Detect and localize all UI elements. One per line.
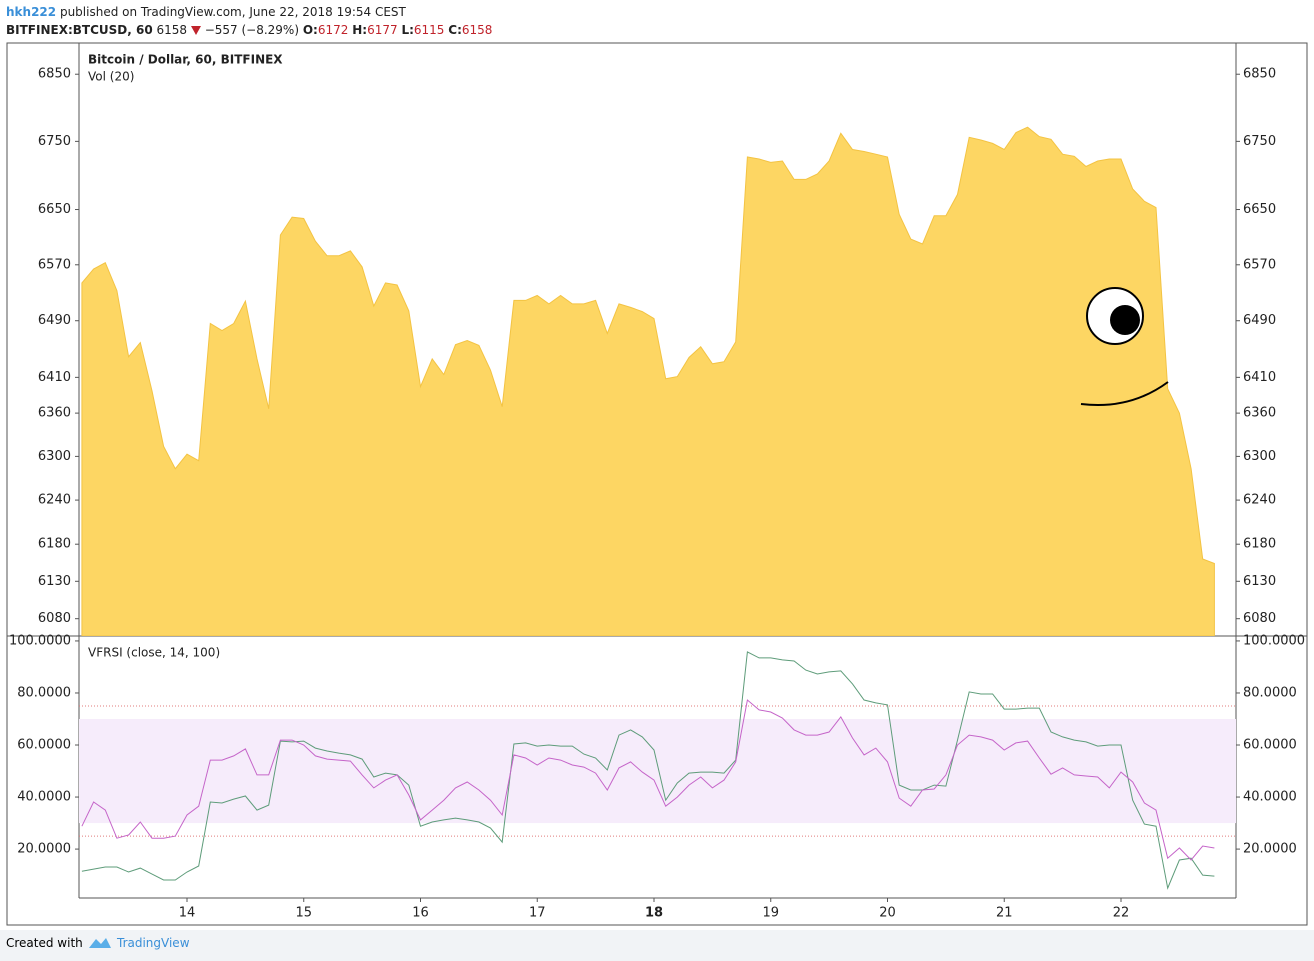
y-tick-label-right: 6410 [1243, 370, 1276, 385]
x-tick-label: 14 [179, 906, 196, 921]
chart: 6850 6850 6750 6750 6650 6650 6570 6570 6490 6490… [6, 42, 1308, 926]
y-tick-label: 20.0000 [17, 842, 71, 857]
y-tick-label-right: 80.0000 [1243, 685, 1297, 700]
y-tick-label-right: 6850 [1243, 67, 1276, 82]
header-line-2: BITFINEX:BTCUSD, 60 6158 −557 (−8.29%) O… [6, 21, 492, 39]
x-tick-label: 17 [529, 906, 546, 921]
header: hkh222 published on TradingView.com, Jun… [6, 3, 492, 39]
x-tick-label: 18 [645, 906, 663, 921]
ohlc-label: C: [448, 23, 462, 37]
pane-title: Bitcoin / Dollar, 60, BITFINEX [88, 53, 283, 67]
y-tick-label: 6130 [38, 574, 71, 589]
ohlc-label: H: [352, 23, 368, 37]
y-tick-label-right: 40.0000 [1243, 790, 1297, 805]
y-tick-label: 6180 [38, 537, 71, 552]
y-tick-label: 6750 [38, 134, 71, 149]
ohlc-value: 6177 [367, 23, 398, 37]
pupil [1110, 305, 1140, 335]
y-tick-label-right: 6750 [1243, 134, 1276, 149]
y-tick-label-right: 6130 [1243, 574, 1276, 589]
ohlc-value: 6115 [413, 23, 445, 37]
x-tick-label: 21 [996, 906, 1013, 921]
y-tick-label: 6850 [38, 67, 71, 82]
plot [79, 651, 1236, 890]
y-tick-label-right: 6240 [1243, 493, 1276, 508]
x-tick-label: 20 [879, 906, 896, 921]
y-tick-label-right: 6360 [1243, 406, 1276, 421]
x-tick-label: 19 [762, 906, 779, 921]
y-tick-label: 100.0000 [9, 633, 71, 648]
logo [89, 938, 111, 948]
band [79, 718, 1236, 824]
plot [81, 126, 1215, 636]
y-tick-label: 6410 [38, 370, 71, 385]
y-tick-label: 6240 [38, 493, 71, 508]
footer: Created with TradingView [0, 930, 1314, 961]
ohlc-label: L: [401, 23, 414, 37]
pane-title: VFRSI (close, 14, 100) [88, 646, 220, 660]
y-tick-label: 6570 [38, 257, 71, 272]
y-tick-label: 60.0000 [17, 738, 71, 753]
y-tick-label: 6300 [38, 449, 71, 464]
x-tick-label: 16 [412, 906, 429, 921]
ohlc-label: O: [302, 23, 318, 37]
series-line [81, 699, 1215, 861]
frame [6, 42, 1308, 926]
y-tick-label: 40.0000 [17, 790, 71, 805]
ohlc: O:6172 H:6177 L:6115 C:6158 [303, 23, 493, 37]
y-tick-label-right: 6080 [1243, 611, 1276, 626]
y-tick-label: 6650 [38, 202, 71, 217]
published: published on TradingView.com, June 22, 2… [59, 5, 406, 19]
x-tick-label: 15 [295, 906, 312, 921]
header-line-1: hkh222 published on TradingView.com, Jun… [6, 3, 492, 21]
y-tick-label: 6490 [38, 313, 71, 328]
mouth [1080, 381, 1169, 407]
y-tick-label-right: 20.0000 [1243, 842, 1297, 857]
series-line [81, 651, 1215, 890]
user[interactable]: hkh222 [6, 5, 57, 19]
area [81, 126, 1215, 636]
y-tick-label-right: 6300 [1243, 449, 1276, 464]
y-tick-label-right: 6180 [1243, 537, 1276, 552]
y-tick-label-right: 100.0000 [1243, 633, 1305, 648]
down-arrow [190, 26, 201, 35]
footer-brand[interactable]: TradingView [117, 936, 190, 950]
y-tick-label: 6080 [38, 611, 71, 626]
last: 6158 [156, 23, 188, 37]
x-tick-label: 22 [1113, 906, 1130, 921]
ohlc-value: 6158 [461, 23, 493, 37]
y-tick-label-right: 6490 [1243, 313, 1276, 328]
y-tick-label: 6360 [38, 406, 71, 421]
y-tick-label-right: 6650 [1243, 202, 1276, 217]
y-tick-label-right: 6570 [1243, 257, 1276, 272]
y-tick-label: 80.0000 [17, 685, 71, 700]
footer-text: Created with [6, 936, 83, 950]
change: −557 (−8.29%) [204, 23, 300, 37]
annotation: Vol (20) [88, 70, 134, 84]
symbol: BITFINEX:BTCUSD, 60 [6, 23, 153, 37]
y-tick-label-right: 60.0000 [1243, 738, 1297, 753]
ohlc-value: 6172 [317, 23, 349, 37]
